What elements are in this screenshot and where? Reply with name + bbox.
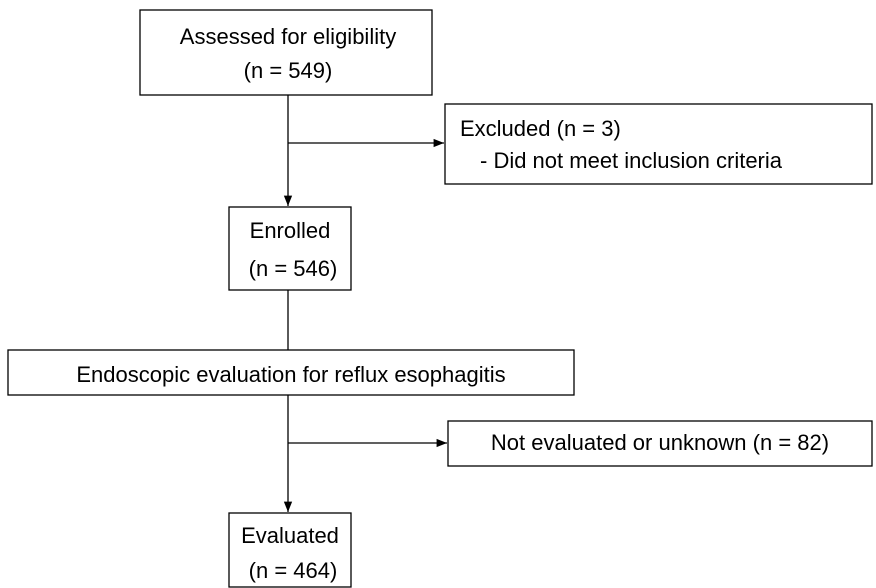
box-text: Assessed for eligibility <box>180 24 396 49</box>
box <box>139 9 433 96</box>
box <box>228 512 352 588</box>
box-text: Enrolled <box>250 218 331 243</box>
box-text: Not evaluated or unknown (n = 82) <box>491 430 829 455</box>
box <box>447 420 873 467</box>
box-text: Excluded (n = 3) <box>460 116 621 141</box>
box-text: Endoscopic evaluation for reflux esophag… <box>76 362 505 387</box>
box-text: (n = 464) <box>249 558 338 583</box>
box-text: - Did not meet inclusion criteria <box>480 148 783 173</box>
box-text: (n = 546) <box>249 256 338 281</box>
box <box>228 206 352 291</box>
box <box>7 349 575 396</box>
box-text: (n = 549) <box>244 58 333 83</box>
box <box>444 103 873 185</box>
box-text: Evaluated <box>241 523 339 548</box>
